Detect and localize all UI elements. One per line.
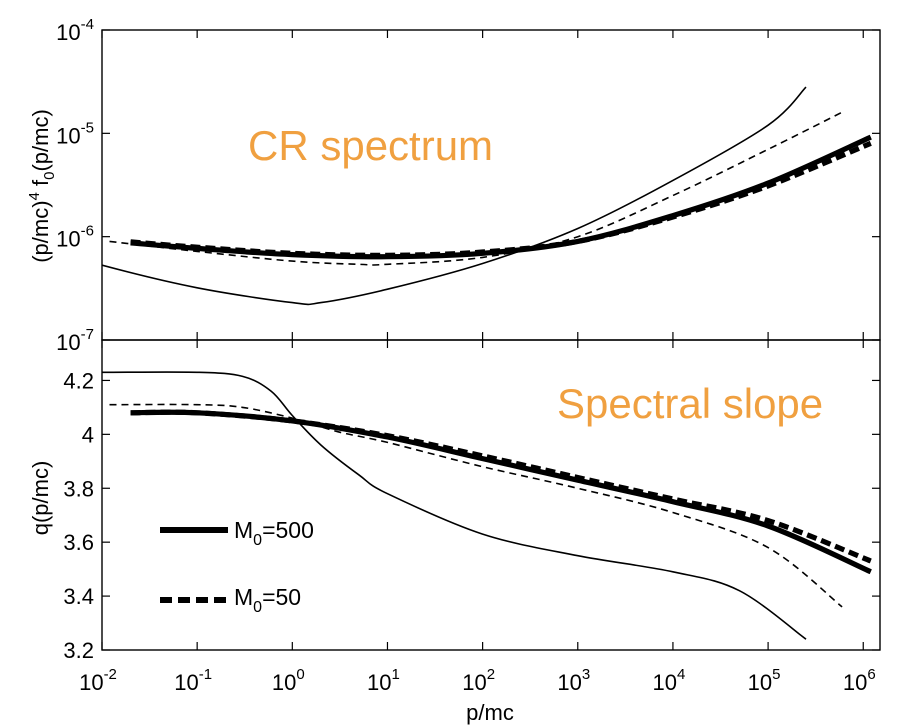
slope-series-thick-solid [130, 409, 872, 575]
cr-spectrum-annotation: CR spectrum [248, 122, 493, 169]
spectrum-series-thin-solid [102, 86, 807, 306]
y-tick-label: 3.4 [63, 584, 94, 609]
slope-series-thin-dashed [109, 403, 843, 608]
x-tick-label: 106 [843, 666, 876, 695]
series-group [102, 371, 872, 640]
series-group [102, 86, 872, 306]
y-tick-label: 3.6 [63, 530, 94, 555]
svg-text:(p/mc)4 f0(p/mc): (p/mc)4 f0(p/mc) [26, 109, 58, 263]
top-ylabel: (p/mc)4 f0(p/mc) [26, 109, 58, 263]
y-tick-label: 10-5 [56, 119, 94, 148]
spectrum-series-thick-solid [130, 134, 872, 260]
svg-text:q(p/mc): q(p/mc) [28, 461, 53, 536]
x-tick-label: 101 [367, 666, 400, 695]
y-tick-label: 4.2 [63, 368, 94, 393]
y-tick-label: 4 [82, 422, 94, 447]
slope-series-thin-solid [102, 371, 807, 640]
spectrum-series-thin-dashed [109, 111, 843, 266]
spectral-slope-annotation: Spectral slope [557, 380, 823, 427]
bottom-ylabel: q(p/mc) [28, 461, 53, 536]
slope-panel: 3.2 3.4 3.6 3.8 4 4.2 10-2 10-1 100 101 102 103 104 1… [63, 339, 881, 695]
x-tick-label: 105 [748, 666, 781, 695]
legend-label-m0-500: M0=500 [234, 517, 314, 549]
panel-frame [101, 339, 881, 651]
y-tick-label: 10-4 [56, 16, 94, 45]
spectrum-panel: 10-7 10-6 10-5 10-4 [56, 16, 881, 355]
y-tick-label: 10-6 [56, 223, 94, 252]
legend-label-m0-50: M0=50 [234, 584, 301, 616]
xlabel: p/mc [466, 700, 514, 725]
legend: M0=500 M0=50 [160, 517, 314, 616]
x-tick-label: 102 [462, 666, 495, 695]
x-tick-label: 103 [557, 666, 590, 695]
spectrum-series-thick-dashed [130, 140, 872, 258]
x-tick-label: 104 [653, 666, 686, 695]
x-tick-label: 10-2 [79, 666, 117, 695]
y-tick-label: 3.2 [63, 638, 94, 663]
x-tick-label: 10-1 [174, 666, 212, 695]
y-tick-label: 3.8 [63, 476, 94, 501]
x-tick-label: 100 [272, 666, 305, 695]
y-tick-label: 10-7 [56, 326, 94, 355]
